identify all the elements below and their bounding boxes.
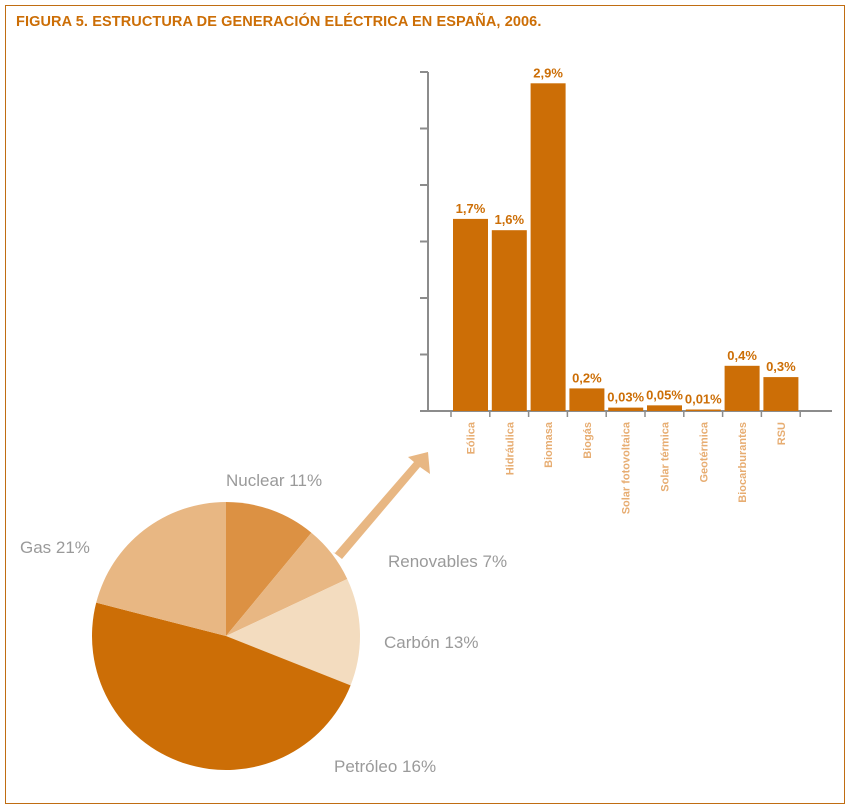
category-label-1: Hidráulica — [504, 421, 516, 475]
renewables-arrow — [333, 452, 430, 559]
bar-value-label-0: 1,7% — [456, 201, 486, 216]
pie-slice-0 — [226, 502, 312, 636]
pie-label-0: Nuclear 11% — [226, 471, 322, 490]
bar-0 — [453, 218, 488, 411]
category-label-6: Geotérmica — [698, 421, 710, 482]
pie-slice-3 — [92, 602, 351, 770]
bar-2 — [530, 83, 566, 412]
category-label-4: Solar fotovoltaica — [621, 421, 633, 514]
pie-chart: Nuclear 11% Renovables 7% Carbón 13% Petról… — [20, 471, 507, 776]
pie-slice-1 — [226, 532, 348, 636]
bar-5 — [647, 405, 682, 411]
category-label-0: Eólica — [466, 421, 478, 454]
category-label-2: Biomasa — [543, 421, 555, 468]
bar-3 — [569, 388, 605, 411]
category-label-5: Solar térmica — [660, 421, 672, 492]
bar-4 — [608, 407, 644, 411]
pie-label-4: Gas 21% — [20, 538, 90, 557]
bar-value-label-1: 1,6% — [494, 212, 524, 227]
bar-value-label-8: 0,3% — [766, 359, 796, 374]
bar-8 — [763, 377, 799, 411]
bar-7 — [724, 365, 760, 411]
bar-value-label-3: 0,2% — [572, 370, 602, 385]
arrow-shape — [333, 452, 430, 559]
bar-6 — [685, 409, 721, 411]
bar-value-label-2: 2,9% — [533, 65, 563, 80]
bar-value-label-4: 0,03% — [607, 390, 644, 405]
bar-1 — [491, 230, 527, 411]
pie-label-2: Carbón 13% — [384, 633, 479, 652]
pie-label-3: Petróleo 16% — [334, 757, 436, 776]
figure-frame — [5, 5, 845, 804]
figure-title: FIGURA 5. ESTRUCTURA DE GENERACIÓN ELÉCT… — [16, 14, 542, 30]
bar-value-label-6: 0,01% — [685, 392, 722, 407]
pie-label-1: Renovables 7% — [388, 552, 507, 571]
bar-chart: 1,7% Eólica 1,6% Hidráulica 2,9% Biomasa 0,2% B… — [420, 65, 832, 514]
category-label-3: Biogás — [582, 422, 594, 459]
bar-value-label-5: 0,05% — [646, 387, 683, 402]
bar-value-label-7: 0,4% — [727, 348, 757, 363]
category-label-7: Biocarburantes — [737, 422, 749, 503]
pie-slice-4 — [96, 501, 227, 636]
category-label-8: RSU — [776, 422, 788, 445]
pie-slice-2 — [226, 578, 361, 686]
